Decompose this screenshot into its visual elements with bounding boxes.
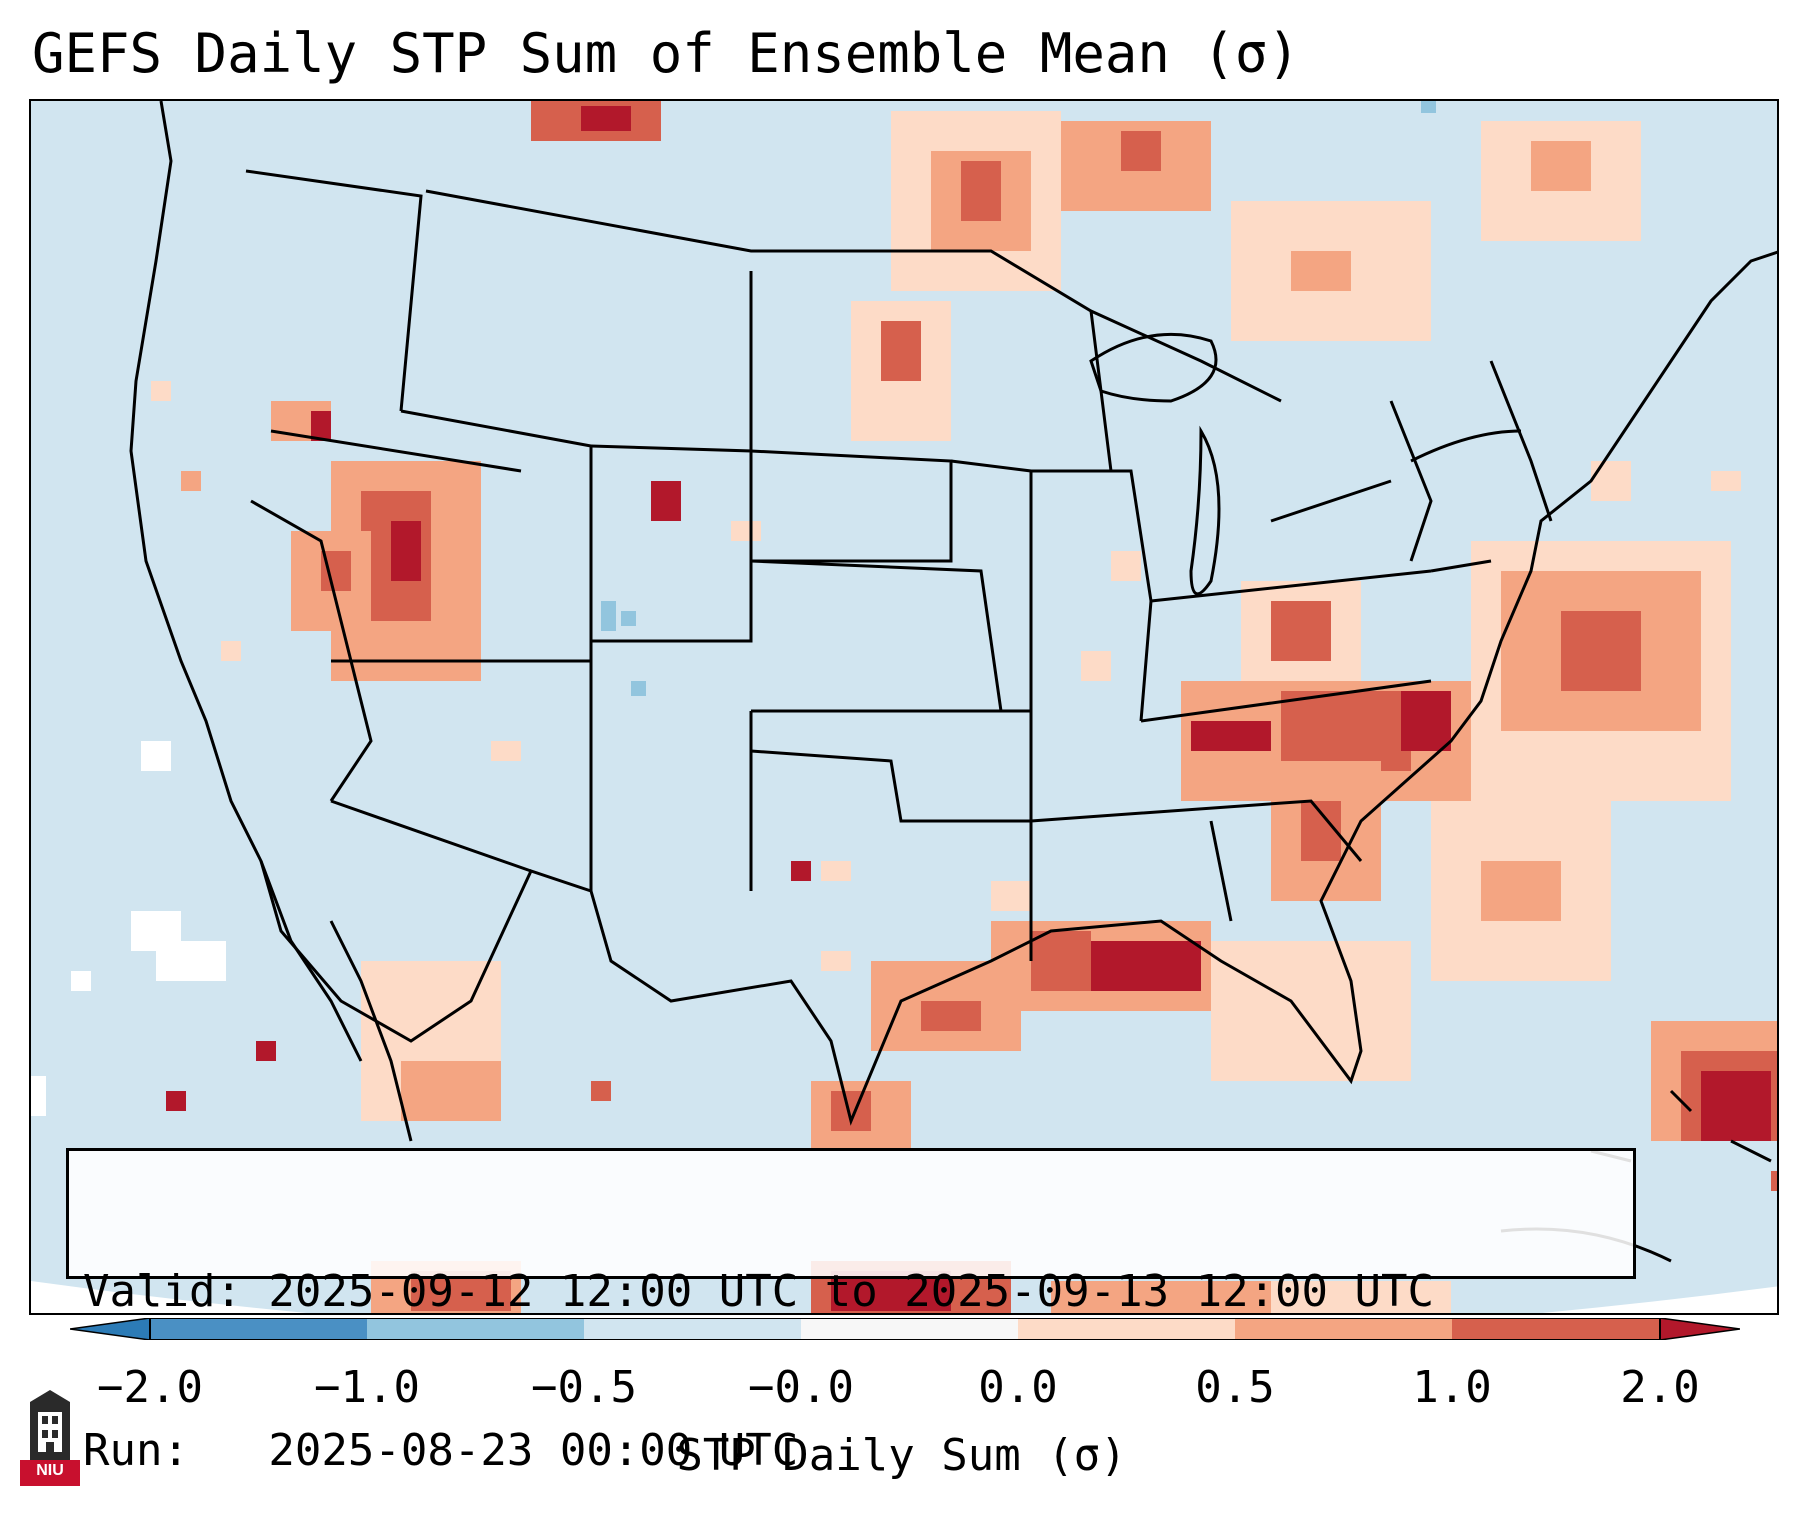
colorbar-segment-7 <box>1452 1318 1660 1340</box>
colorbar-tick-label: 0.5 <box>1195 1362 1275 1413</box>
ocean-white-patches <box>31 741 226 1116</box>
colorbar-label: STP Daily Sum (σ) <box>676 1430 1127 1481</box>
colorbar-segment-2 <box>367 1318 584 1340</box>
map-svg <box>31 101 1777 1313</box>
run-line: Run: 2025-08-23 00:00 UTC <box>83 1425 799 1476</box>
niu-logo: NIU <box>20 1390 80 1486</box>
colorbar-segment-5 <box>1018 1318 1235 1340</box>
chart-title: GEFS Daily STP Sum of Ensemble Mean (σ) <box>32 22 1300 85</box>
logo-text: NIU <box>36 1462 64 1479</box>
stp-anomaly-field <box>151 101 1777 1313</box>
colorbar-tick-label: −0.0 <box>748 1362 854 1413</box>
validity-info-box: Valid: 2025-09-12 12:00 UTC to 2025-09-1… <box>66 1148 1636 1476</box>
valid-line: Valid: 2025-09-12 12:00 UTC to 2025-09-1… <box>83 1266 1435 1317</box>
colorbar-tick-label: −2.0 <box>97 1362 203 1413</box>
colorbar-tick-label: 1.0 <box>1412 1362 1492 1413</box>
colorbar-tick-label: −1.0 <box>314 1362 420 1413</box>
colorbar <box>70 1318 1740 1340</box>
colorbar-segment-3 <box>584 1318 801 1340</box>
niu-logo-icon <box>20 1390 80 1486</box>
colorbar-min-arrow <box>70 1318 151 1340</box>
colorbar-segment-1 <box>150 1318 367 1340</box>
colorbar-frame <box>149 1318 1661 1340</box>
colorbar-segment-6 <box>1235 1318 1452 1340</box>
colorbar-segment-4 <box>801 1318 1018 1340</box>
state-boundaries <box>129 101 1777 1263</box>
colorbar-tick-label: −0.5 <box>531 1362 637 1413</box>
colorbar-tick-label: 2.0 <box>1620 1362 1700 1413</box>
colorbar-max-arrow <box>1659 1318 1740 1340</box>
colorbar-tick-label: 0.0 <box>978 1362 1058 1413</box>
map-panel <box>29 99 1779 1315</box>
